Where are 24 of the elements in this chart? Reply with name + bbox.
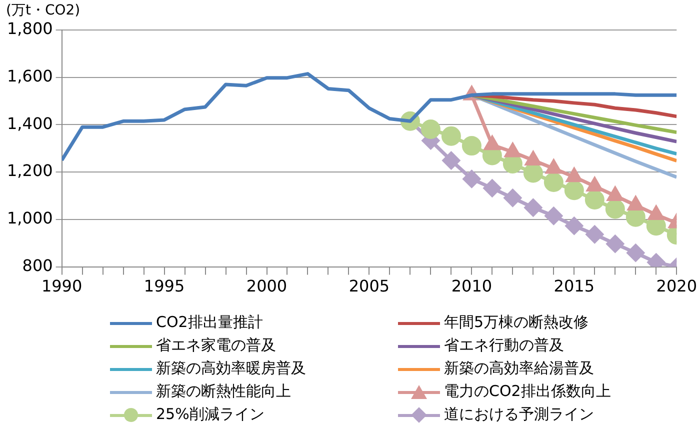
y-axis-title: (万t・CO2) [6, 2, 80, 19]
x-tick-label: 2010 [451, 276, 492, 296]
legend-label: 省エネ家電の普及 [156, 336, 276, 355]
legend-label: 道における予測ライン [444, 405, 594, 424]
legend-label: 新築の高効率暖房普及 [156, 359, 306, 378]
legend-label: 25%削減ライン [156, 405, 264, 424]
x-tick-label: 1995 [144, 276, 185, 296]
x-tick-label: 2000 [246, 276, 288, 296]
legend-label: 電力のCO2排出係数向上 [444, 382, 611, 401]
x-tick-label: 1990 [41, 276, 82, 296]
legend-label: 年間5万棟の断熱改修 [444, 313, 589, 332]
x-tick-label: 2015 [554, 276, 595, 296]
y-tick-label: 1,400 [6, 114, 53, 133]
legend-label: 省エネ行動の普及 [444, 336, 564, 355]
y-tick-label: 800 [22, 256, 53, 275]
x-tick-label: 2005 [348, 276, 390, 296]
y-tick-label: 1,600 [6, 66, 53, 86]
y-tick-label: 1,000 [6, 208, 53, 228]
x-tick-label: 2020 [656, 276, 697, 296]
legend-label: 新築の断熱性能向上 [156, 382, 291, 401]
legend-label: 新築の高効率給湯普及 [444, 359, 594, 378]
legend-label: CO2排出量推計 [156, 313, 263, 332]
y-tick-label: 1,200 [6, 161, 53, 180]
y-tick-label: 1,800 [6, 19, 53, 38]
